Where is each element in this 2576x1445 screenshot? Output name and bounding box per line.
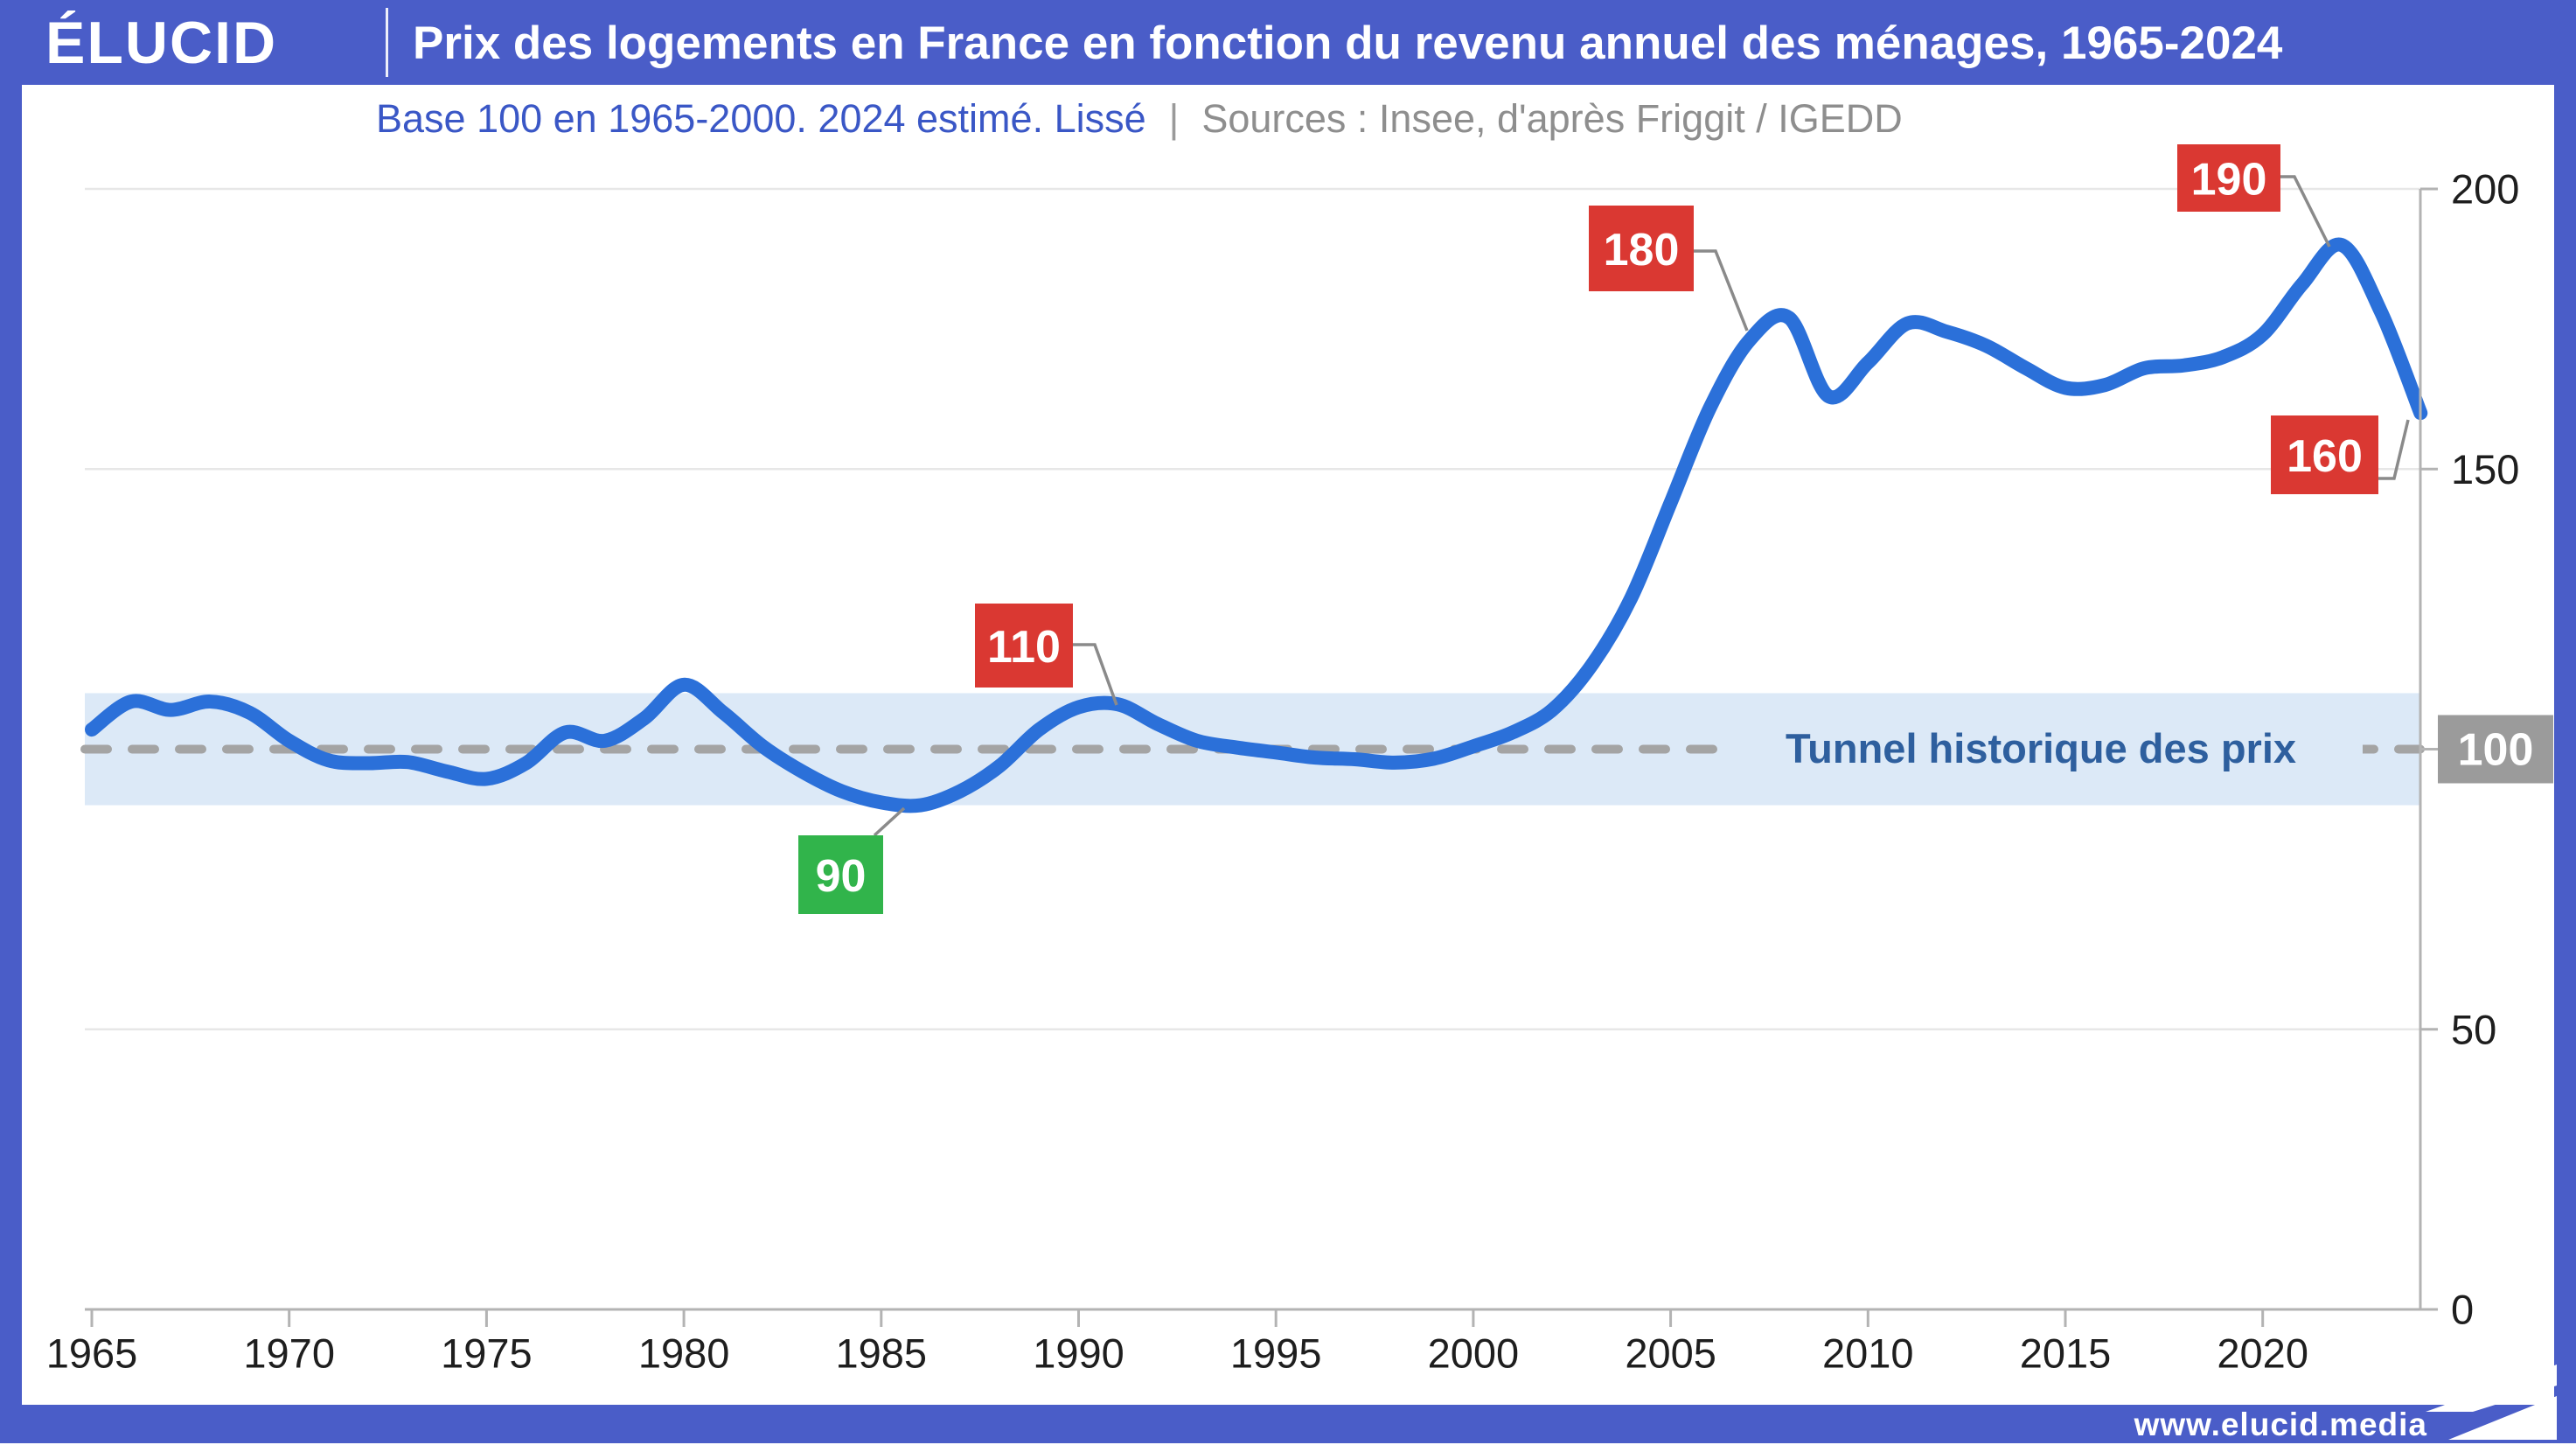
callout-value-110: 110 (987, 622, 1061, 673)
x-tick-label-1970: 1970 (243, 1330, 335, 1377)
y-tick-label-200: 200 (2451, 166, 2519, 213)
price-line-series (85, 237, 2428, 813)
header: ÉLUCID Prix des logements en France en f… (0, 0, 2576, 85)
chart-title: Prix des logements en France en fonction… (413, 17, 2283, 69)
chart-area: Tunnel historique des prix 110 90 180 190 160… (22, 84, 2554, 1421)
x-tick-label-1990: 1990 (1033, 1330, 1124, 1377)
callout-value-90: 90 (816, 851, 867, 902)
callout-value-160: 160 (2287, 431, 2363, 482)
header-divider (386, 8, 388, 77)
x-tick-label-1980: 1980 (638, 1330, 730, 1377)
y-badge-100 (2438, 715, 2553, 784)
footer: www.elucid.media (0, 1405, 2576, 1443)
subtitle-separator: | (1168, 96, 1180, 141)
x-tick-label-2020: 2020 (2217, 1330, 2308, 1377)
elucid-flag-logo (2426, 1365, 2557, 1440)
callout-box-180 (1589, 206, 1694, 291)
elucid-logo: ÉLUCID (45, 10, 278, 76)
callout-leader-90 (873, 806, 906, 837)
callout-box-160 (2271, 415, 2378, 494)
tunnel-label: Tunnel historique des prix (1786, 725, 2296, 771)
subtitle-row: Base 100 en 1965-2000. 2024 estimé. Liss… (376, 94, 1903, 143)
x-tick-label-2005: 2005 (1625, 1330, 1716, 1377)
x-tick-label-1985: 1985 (836, 1330, 928, 1377)
callout-leader-110 (1073, 643, 1118, 706)
callout-box-110 (975, 604, 1073, 688)
x-tick-label-2000: 2000 (1428, 1330, 1520, 1377)
chart-subtitle: Base 100 en 1965-2000. 2024 estimé. Liss… (376, 96, 1146, 141)
price-income-line-chart: Tunnel historique des prix 110 90 180 190 160… (46, 144, 2553, 1377)
y-tick-label-150: 150 (2451, 446, 2519, 492)
y-tick-label-50: 50 (2451, 1006, 2496, 1052)
callout-box-190 (2177, 144, 2280, 212)
callout-leader-180 (1694, 249, 1749, 332)
y-tick-label-0: 0 (2451, 1287, 2474, 1333)
callout-value-190: 190 (2191, 155, 2267, 206)
x-tick-label-2010: 2010 (1822, 1330, 1914, 1377)
y-badge-100-label: 100 (2458, 725, 2534, 776)
callout-leader-190 (2280, 175, 2331, 248)
chart-sources: Sources : Insee, d'après Friggit / IGEDD (1201, 96, 1903, 141)
x-tick-label-2015: 2015 (2020, 1330, 2112, 1377)
x-tick-label-1965: 1965 (46, 1330, 138, 1377)
callout-leader-160 (2378, 419, 2410, 480)
callout-box-90 (798, 835, 883, 914)
callout-value-180: 180 (1604, 225, 1680, 276)
x-tick-label-1995: 1995 (1230, 1330, 1322, 1377)
footer-url[interactable]: www.elucid.media (2134, 1407, 2427, 1442)
x-tick-label-1975: 1975 (441, 1330, 533, 1377)
tunnel-label-bg (1719, 695, 2363, 804)
